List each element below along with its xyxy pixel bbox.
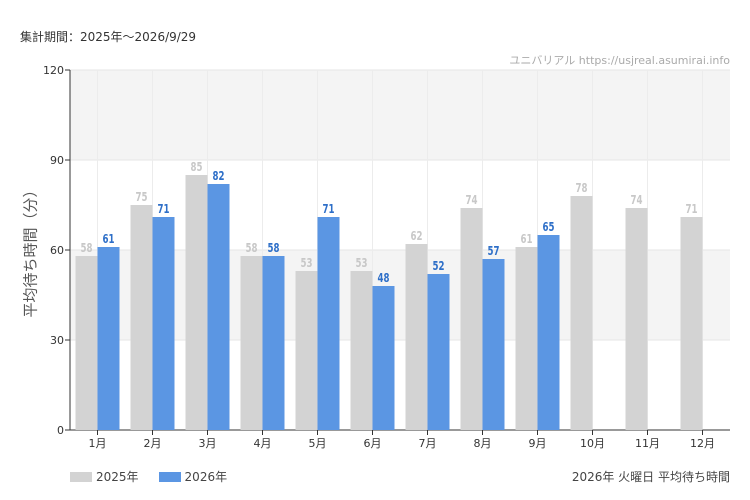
bar-2025年-10月 [570,196,593,430]
legend-swatch-2026 [158,471,181,482]
data-label-2025年-2月: 75 [135,190,147,204]
data-label-2025年-7月: 62 [410,229,422,243]
x-tick-label: 11月 [635,437,660,450]
data-label-2025年-4月: 58 [245,241,257,255]
legend-swatch-2025 [70,471,92,482]
legend-label-2025: 2025年 [96,470,139,484]
data-label-2026年-9月: 65 [542,220,554,234]
data-label-2025年-6月: 53 [355,256,367,270]
bar-2025年-5月 [295,271,318,430]
bar-2025年-8月 [460,208,483,430]
legend: 2025年 2026年 [70,468,227,485]
y-tick-label: 30 [50,334,64,347]
bar-2025年-11月 [625,208,648,430]
data-label-2026年-4月: 58 [267,241,279,255]
data-label-2026年-7月: 52 [432,259,444,273]
collection-period: 集計期間：2025年～2026/9/29 [20,30,197,44]
y-tick-label: 60 [50,244,64,257]
data-label-2025年-9月: 61 [520,232,532,246]
legend-label-2026: 2026年 [184,470,228,484]
x-tick-label: 7月 [419,437,437,450]
x-tick-label: 6月 [364,437,382,450]
data-label-2025年-8月: 74 [465,193,477,207]
data-label-2026年-3月: 82 [212,169,224,183]
data-label-2026年-6月: 48 [377,271,389,285]
bar-2025年-2月 [130,205,153,430]
x-tick-label: 8月 [474,437,492,450]
bar-2025年-6月 [350,271,373,430]
data-label-2025年-11月: 74 [630,193,642,207]
data-label-2026年-5月: 71 [322,202,334,216]
y-tick-label: 90 [50,154,64,167]
bar-2025年-7月 [405,244,428,430]
bar-2026年-7月 [427,274,450,430]
site-credit: ユニバリアル https://usjreal.asumirai.info [509,54,730,67]
data-label-2026年-8月: 57 [487,244,499,258]
bar-2026年-3月 [207,184,230,430]
grid-band [70,70,730,160]
data-label-2025年-12月: 71 [685,202,697,216]
x-tick-label: 3月 [199,437,217,450]
data-label-2025年-5月: 53 [300,256,312,270]
x-tick-label: 2月 [144,437,162,450]
bar-2026年-6月 [372,286,395,430]
legend-item-2026[interactable]: 2026年 [158,468,228,485]
data-label-2025年-10月: 78 [575,181,587,195]
bar-2025年-9月 [515,247,538,430]
bar-2025年-12月 [680,217,703,430]
bar-2025年-1月 [75,256,98,430]
x-tick-label: 4月 [254,437,272,450]
x-tick-label: 9月 [529,437,547,450]
data-label-2025年-1月: 58 [80,241,92,255]
chart-caption: 2026年 火曜日 平均待ち時間 [571,470,730,484]
x-tick-label: 12月 [690,437,715,450]
data-label-2025年-3月: 85 [190,160,202,174]
bar-2026年-4月 [262,256,285,430]
bar-2026年-8月 [482,259,505,430]
x-tick-label: 1月 [89,437,107,450]
bar-2025年-3月 [185,175,208,430]
bar-2026年-1月 [97,247,120,430]
bar-2026年-9月 [537,235,560,430]
bar-2026年-5月 [317,217,340,430]
y-tick-label: 0 [57,424,64,437]
y-tick-label: 120 [43,64,64,77]
data-label-2026年-2月: 71 [157,202,169,216]
x-tick-label: 10月 [580,437,605,450]
grid-band [70,250,730,340]
data-label-2026年-1月: 61 [102,232,114,246]
x-tick-label: 5月 [309,437,327,450]
bar-2025年-4月 [240,256,263,430]
legend-item-2025[interactable]: 2025年 [70,468,139,485]
bar-2026年-2月 [152,217,175,430]
